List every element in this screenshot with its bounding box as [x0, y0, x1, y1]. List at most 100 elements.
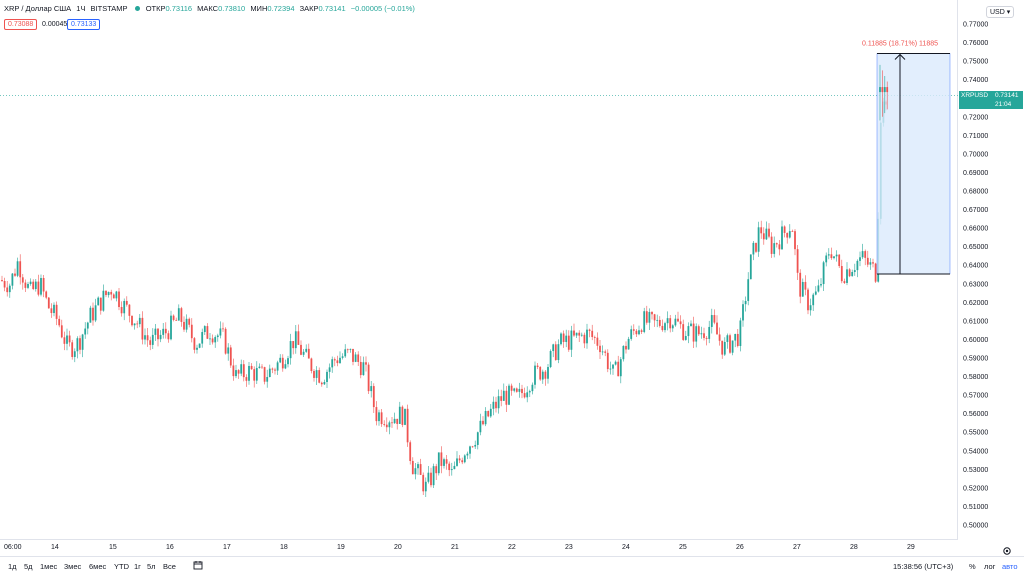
time-axis-label: 18	[280, 544, 288, 551]
price-tag-symbol: XRPUSD	[961, 92, 989, 99]
candle-body	[159, 334, 162, 340]
candle-body	[755, 242, 757, 252]
candle-body	[250, 365, 253, 370]
candle-body	[443, 459, 445, 466]
range-button[interactable]: YTD	[114, 562, 129, 571]
candle-body	[461, 460, 464, 463]
candle-body	[656, 319, 659, 321]
candle-body	[227, 347, 230, 354]
range-button[interactable]: 1д	[8, 562, 17, 571]
candle-body	[362, 362, 365, 376]
candle-body	[133, 323, 136, 326]
symbol-name[interactable]: XRP / Доллар США	[4, 4, 72, 13]
time-axis-label: 16	[166, 544, 174, 551]
price-axis-label: 0.51000	[963, 504, 988, 511]
range-button[interactable]: 6мес	[89, 562, 107, 571]
range-button[interactable]: 3мес	[64, 562, 82, 571]
candle-body	[245, 377, 248, 381]
clock-display[interactable]: 15:38:56 (UTC+3)	[893, 562, 954, 571]
candle-body	[625, 345, 627, 350]
candle-body	[544, 371, 547, 379]
candle-body	[42, 278, 45, 292]
candle-body	[671, 325, 674, 329]
percent-toggle[interactable]: %	[969, 562, 976, 571]
range-button[interactable]: Все	[163, 562, 176, 571]
candle-body	[417, 464, 419, 469]
range-button[interactable]: 1мес	[40, 562, 58, 571]
candle-body	[79, 338, 81, 350]
candle-body	[562, 333, 565, 342]
candle-body	[861, 251, 864, 258]
candle-body	[424, 481, 427, 492]
price-axis[interactable]: 0.770000.760000.750000.740000.730000.720…	[958, 0, 1024, 540]
candle-body	[141, 317, 144, 340]
symbol-exchange: BITSTAMP	[90, 4, 128, 13]
settings-gear-icon[interactable]	[1002, 543, 1012, 555]
candle-body	[853, 270, 856, 272]
candle-body	[40, 278, 42, 295]
candle-body	[794, 231, 796, 250]
sell-price-button[interactable]: 0.73088	[4, 19, 38, 30]
candle-body	[125, 300, 128, 305]
price-axis-label: 0.60000	[963, 337, 988, 344]
candle-body	[172, 315, 175, 320]
candle-body	[437, 452, 440, 474]
candle-body	[380, 412, 383, 425]
candle-body	[874, 263, 877, 282]
candle-body	[359, 361, 362, 376]
time-axis[interactable]: 06:00 14 15 16 17 18 19 20 21 22 23 24 25 26 27 28 29	[0, 540, 958, 560]
candle-body	[118, 291, 120, 308]
time-axis-label: 21	[451, 544, 459, 551]
price-chart[interactable]: 0.11885 (18.71%) 11885	[0, 0, 958, 540]
candle-body	[835, 254, 838, 257]
price-axis-label: 0.63000	[963, 281, 988, 288]
candle-body	[183, 321, 185, 330]
price-range-measure[interactable]: 0.11885 (18.71%) 11885	[862, 41, 951, 275]
candle-body	[53, 304, 55, 314]
currency-button[interactable]: USD ▾	[986, 6, 1015, 18]
time-axis-label: 19	[337, 544, 345, 551]
candle-body	[112, 294, 115, 299]
candle-body	[354, 354, 357, 362]
candle-body	[846, 269, 848, 283]
range-button[interactable]: 5л	[147, 562, 156, 571]
range-button[interactable]: 1г	[134, 562, 141, 571]
candle-body	[19, 261, 22, 278]
buy-price-button[interactable]: 0.73133	[67, 19, 101, 30]
candle-body	[453, 465, 456, 470]
candle-body	[422, 474, 425, 492]
open-value: 0.73116	[165, 4, 193, 13]
price-axis-label: 0.64000	[963, 263, 988, 270]
candle-body	[128, 304, 131, 316]
candle-body	[281, 357, 284, 369]
symbol-interval[interactable]: 1Ч	[76, 4, 86, 13]
candle-body	[814, 291, 817, 295]
time-axis-label: 22	[508, 544, 516, 551]
candle-body	[32, 281, 35, 290]
candle-body	[198, 343, 201, 348]
candle-body	[851, 271, 854, 277]
candle-body	[214, 337, 217, 343]
auto-toggle[interactable]: авто	[1002, 562, 1018, 571]
candle-body	[248, 365, 250, 381]
candle-body	[66, 335, 68, 344]
chart-pane[interactable]: 0.11885 (18.71%) 11885	[0, 0, 958, 540]
candle-body	[768, 228, 770, 237]
candle-body	[638, 330, 640, 335]
candle-body	[94, 305, 97, 321]
candle-body	[627, 338, 630, 350]
log-toggle[interactable]: лог	[984, 562, 996, 571]
candle-body	[575, 332, 578, 336]
candle-body	[229, 347, 232, 366]
candle-body	[838, 254, 841, 267]
range-button[interactable]: 5д	[24, 562, 33, 571]
candle-body	[37, 281, 40, 295]
candle-body	[71, 342, 74, 357]
candle-body	[749, 254, 752, 280]
candle-body	[190, 324, 193, 339]
candle-body	[505, 390, 508, 405]
candle-body	[729, 335, 731, 353]
goto-date-icon[interactable]	[193, 560, 203, 572]
open-label: ОТКР	[145, 4, 166, 13]
price-axis-label: 0.61000	[963, 318, 988, 325]
